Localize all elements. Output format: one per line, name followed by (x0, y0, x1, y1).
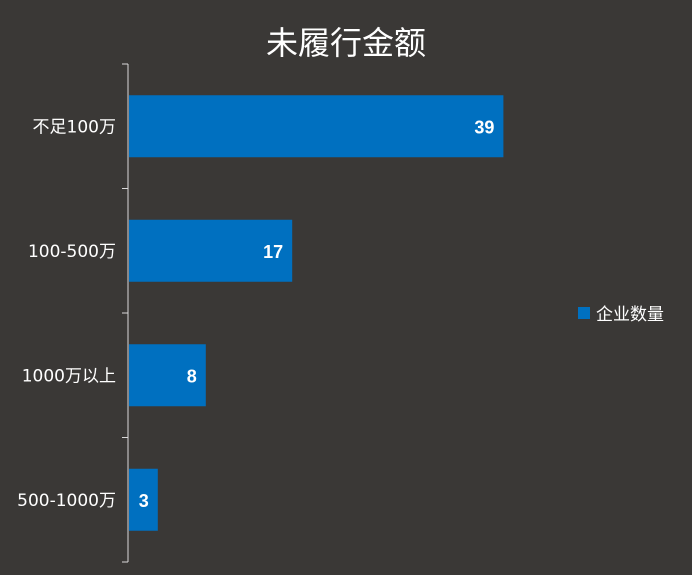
legend-label: 企业数量 (596, 305, 664, 325)
y-tick-label: 不足100万 (33, 117, 116, 137)
chart-title: 未履行金额 (265, 24, 426, 62)
data-label: 8 (187, 366, 197, 386)
bar (129, 219, 293, 282)
y-tick-label: 500-1000万 (17, 491, 116, 511)
data-label: 17 (263, 242, 283, 262)
y-tick-label: 1000万以上 (22, 366, 116, 386)
data-label: 39 (474, 117, 494, 137)
bar (129, 468, 158, 531)
legend-swatch (578, 306, 590, 319)
data-label: 3 (139, 491, 149, 511)
legend: 企业数量 (578, 300, 664, 325)
bar (129, 344, 206, 407)
bar (129, 95, 504, 158)
y-tick-label: 100-500万 (28, 242, 116, 262)
